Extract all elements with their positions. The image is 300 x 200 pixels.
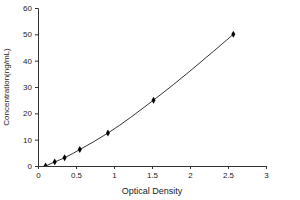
tick: 60 bbox=[23, 4, 38, 13]
tick-mark bbox=[76, 166, 77, 169]
axis-line bbox=[39, 167, 267, 170]
tick-mark bbox=[35, 166, 38, 167]
x-axis: 0 0.5 1 1.5 2 2.5 3 bbox=[36, 166, 269, 180]
point bbox=[106, 130, 110, 137]
tick-label: 0.5 bbox=[71, 171, 83, 180]
tick: 10 bbox=[23, 136, 38, 145]
tick: 2 bbox=[188, 166, 193, 180]
tick-mark bbox=[114, 166, 115, 169]
tick: 1 bbox=[112, 166, 117, 180]
tick-label: 50 bbox=[23, 30, 32, 39]
tick-label: 2 bbox=[188, 171, 193, 180]
point bbox=[44, 163, 48, 166]
tick-label: 0 bbox=[28, 162, 33, 171]
point bbox=[78, 146, 82, 153]
point bbox=[53, 158, 57, 165]
tick-mark bbox=[35, 61, 38, 62]
tick-mark bbox=[35, 8, 38, 9]
tick-label: 60 bbox=[23, 4, 32, 13]
tick: 0.5 bbox=[71, 166, 83, 180]
tick-label: 3 bbox=[264, 171, 269, 180]
tick-label: 40 bbox=[23, 57, 32, 66]
tick-label: 30 bbox=[23, 83, 32, 92]
tick: 40 bbox=[23, 57, 38, 66]
series bbox=[44, 31, 236, 166]
axis-line bbox=[35, 9, 39, 167]
tick-label: 1.5 bbox=[147, 171, 159, 180]
tick: 20 bbox=[23, 109, 38, 118]
tick-mark bbox=[35, 34, 38, 35]
tick: 30 bbox=[23, 83, 38, 92]
tick-label: 20 bbox=[23, 109, 32, 118]
tick-mark bbox=[152, 166, 153, 169]
point bbox=[231, 31, 235, 38]
y-axis: 0 10 20 30 40 50 60 bbox=[23, 4, 38, 171]
x-axis-title: Optical Density bbox=[122, 186, 183, 196]
tick: 0 bbox=[36, 166, 41, 180]
tick-label: 2.5 bbox=[223, 171, 235, 180]
tick-label: 10 bbox=[23, 136, 32, 145]
tick-mark bbox=[228, 166, 229, 169]
tick: 0 bbox=[28, 162, 38, 171]
tick-label: 1 bbox=[112, 171, 117, 180]
tick: 2.5 bbox=[223, 166, 235, 180]
tick-mark bbox=[35, 140, 38, 141]
tick-mark bbox=[35, 87, 38, 88]
point bbox=[152, 97, 156, 104]
tick-mark bbox=[35, 113, 38, 114]
y-axis-title: Concentration(ng/mL) bbox=[2, 48, 11, 126]
chart: 00.511.522.530102030405060Optical Densit… bbox=[0, 0, 300, 200]
tick: 1.5 bbox=[147, 166, 159, 180]
tick-mark bbox=[190, 166, 191, 169]
tick-label: 0 bbox=[36, 171, 41, 180]
curve bbox=[46, 34, 234, 166]
tick-mark bbox=[266, 166, 267, 169]
tick: 3 bbox=[264, 166, 269, 180]
plot: 00.511.522.530102030405060 bbox=[23, 4, 269, 180]
point bbox=[63, 154, 67, 161]
tick: 50 bbox=[23, 30, 38, 39]
